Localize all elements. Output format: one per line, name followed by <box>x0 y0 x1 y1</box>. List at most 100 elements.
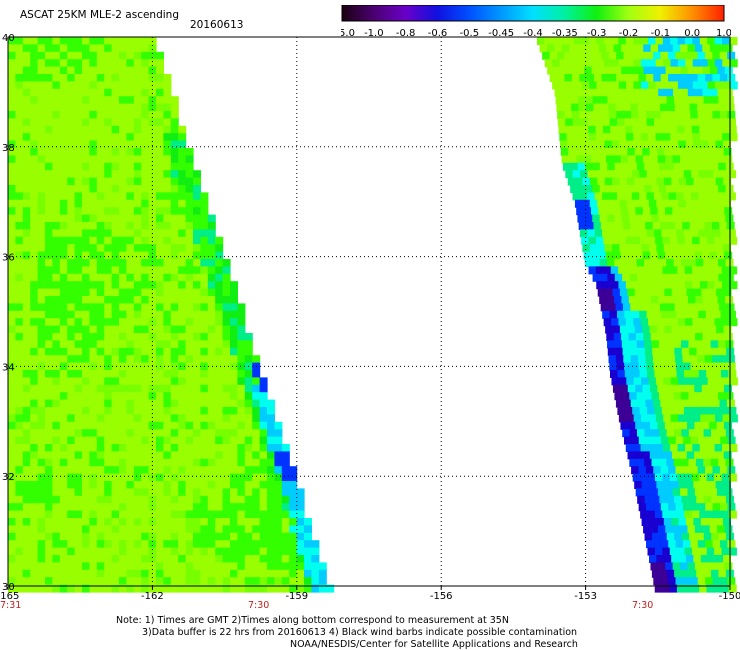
data-cell <box>96 140 105 149</box>
data-cell <box>697 466 706 475</box>
lon-label: -165 <box>0 591 19 602</box>
data-cell <box>691 370 700 378</box>
data-cell <box>222 259 231 267</box>
data-cell <box>230 333 238 341</box>
data-cell <box>642 325 651 334</box>
data-cell <box>170 362 179 371</box>
data-cell <box>141 421 150 430</box>
data-cell <box>625 266 634 275</box>
data-cell <box>133 229 142 238</box>
data-cell <box>111 555 120 563</box>
data-cell <box>156 259 164 267</box>
data-cell <box>30 125 39 134</box>
data-cell <box>660 111 669 119</box>
data-cell <box>30 118 39 127</box>
data-cell <box>15 377 24 386</box>
data-cell <box>15 244 24 253</box>
data-cell <box>104 377 113 386</box>
data-cell <box>615 222 624 230</box>
data-cell <box>222 384 231 393</box>
data-cell <box>614 392 623 401</box>
data-cell <box>185 318 194 327</box>
data-cell <box>67 577 76 586</box>
data-cell <box>193 569 201 578</box>
lon-label: -162 <box>141 591 164 602</box>
data-cell <box>641 244 650 253</box>
data-cell <box>616 229 625 238</box>
data-cell <box>200 288 209 297</box>
data-cell <box>8 532 16 541</box>
data-cell <box>700 177 709 186</box>
data-cell <box>178 170 187 179</box>
data-cell <box>723 481 731 489</box>
data-cell <box>604 140 613 149</box>
data-cell <box>723 518 731 526</box>
data-cell <box>636 88 644 97</box>
data-cell <box>580 125 589 134</box>
data-cell <box>52 473 61 482</box>
data-cell <box>647 444 656 452</box>
data-cell <box>89 236 98 245</box>
data-cell <box>654 407 663 415</box>
data-cell <box>657 421 666 430</box>
data-cell <box>52 288 61 297</box>
data-cell <box>104 333 113 341</box>
data-cell <box>163 140 172 149</box>
data-cell <box>89 74 98 82</box>
data-cell <box>648 140 657 149</box>
data-cell <box>566 37 575 45</box>
data-cell <box>67 481 76 489</box>
data-cell <box>126 185 135 193</box>
data-cell <box>603 81 612 90</box>
data-cell <box>8 303 16 312</box>
data-cell <box>178 562 187 571</box>
data-cell <box>141 303 150 312</box>
data-cell <box>22 229 31 238</box>
data-cell <box>244 473 253 482</box>
data-cell <box>230 436 238 445</box>
data-cell <box>237 488 246 497</box>
data-cell <box>74 458 83 467</box>
data-cell <box>104 503 113 512</box>
data-cell <box>664 421 673 430</box>
data-cell <box>612 384 621 393</box>
data-cell <box>45 488 53 497</box>
data-cell <box>645 74 654 82</box>
data-cell <box>702 44 711 53</box>
data-cell <box>627 451 636 460</box>
data-cell <box>67 281 76 290</box>
data-cell <box>59 347 68 356</box>
data-cell <box>74 81 83 90</box>
data-cell <box>141 103 150 112</box>
data-cell <box>126 199 135 208</box>
data-cell <box>163 125 172 134</box>
data-cell <box>141 148 150 156</box>
data-cell <box>45 229 53 238</box>
data-cell <box>594 111 603 119</box>
data-cell <box>141 347 150 356</box>
data-cell <box>597 244 606 253</box>
data-cell <box>296 584 305 593</box>
data-cell <box>104 162 113 171</box>
data-cell <box>37 577 46 586</box>
data-cell <box>658 214 667 223</box>
data-cell <box>289 532 298 541</box>
data-cell <box>274 458 283 467</box>
colorbar-graphic: -15.0-1.0-0.8-0.6-0.5-0.45-0.4-0.35-0.3-… <box>329 4 732 39</box>
data-cell <box>82 399 90 408</box>
data-cell <box>722 414 731 423</box>
data-cell <box>705 111 714 119</box>
data-cell <box>598 251 607 260</box>
data-cell <box>675 399 684 408</box>
data-cell <box>30 584 39 593</box>
data-cell <box>178 325 187 334</box>
data-cell <box>170 310 179 319</box>
data-cell <box>37 436 46 445</box>
data-cell <box>30 266 39 275</box>
data-cell <box>591 88 600 97</box>
data-cell <box>178 547 187 556</box>
data-cell <box>163 510 172 519</box>
data-cell <box>634 451 643 460</box>
data-cell <box>676 407 685 415</box>
data-cell <box>59 547 68 556</box>
